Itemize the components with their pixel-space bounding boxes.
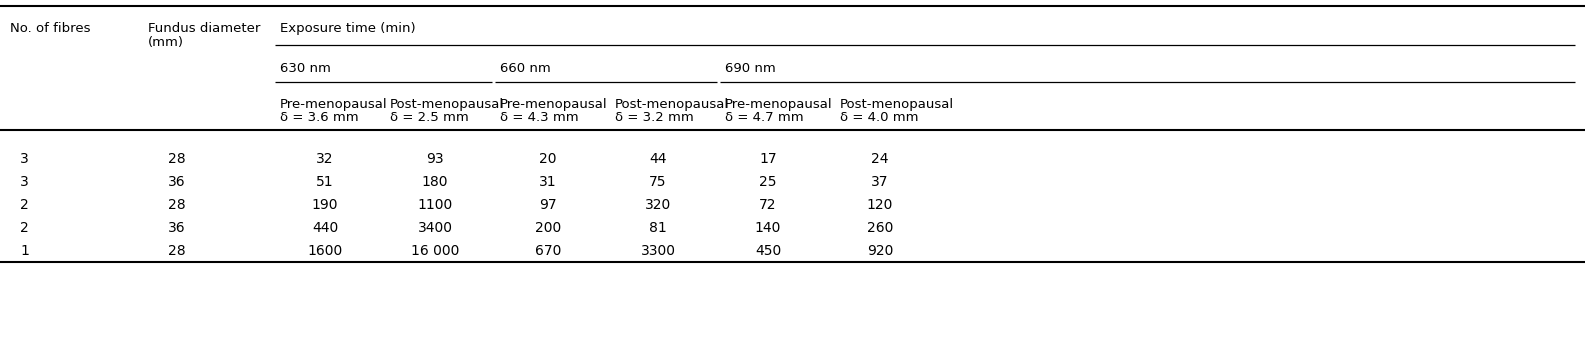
Text: 440: 440 (312, 221, 338, 235)
Text: 1: 1 (21, 244, 29, 258)
Text: (mm): (mm) (147, 36, 184, 49)
Text: 16 000: 16 000 (411, 244, 460, 258)
Text: δ = 4.3 mm: δ = 4.3 mm (499, 111, 579, 124)
Text: Pre-menopausal: Pre-menopausal (499, 98, 607, 111)
Text: 81: 81 (650, 221, 667, 235)
Text: 28: 28 (168, 244, 185, 258)
Text: 120: 120 (867, 198, 894, 212)
Text: Post-menopausal: Post-menopausal (840, 98, 954, 111)
Text: 660 nm: 660 nm (499, 62, 550, 75)
Text: δ = 2.5 mm: δ = 2.5 mm (390, 111, 469, 124)
Text: 630 nm: 630 nm (281, 62, 331, 75)
Text: 670: 670 (534, 244, 561, 258)
Text: 36: 36 (168, 221, 185, 235)
Text: 37: 37 (872, 175, 889, 189)
Text: 1600: 1600 (307, 244, 342, 258)
Text: δ = 4.7 mm: δ = 4.7 mm (724, 111, 804, 124)
Text: 51: 51 (315, 175, 334, 189)
Text: 180: 180 (422, 175, 449, 189)
Text: 190: 190 (312, 198, 338, 212)
Text: 25: 25 (759, 175, 777, 189)
Text: 28: 28 (168, 198, 185, 212)
Text: 24: 24 (872, 152, 889, 166)
Text: 3300: 3300 (640, 244, 675, 258)
Text: 690 nm: 690 nm (724, 62, 775, 75)
Text: Exposure time (min): Exposure time (min) (281, 22, 415, 35)
Text: 20: 20 (539, 152, 556, 166)
Text: No. of fibres: No. of fibres (10, 22, 90, 35)
Text: Pre-menopausal: Pre-menopausal (724, 98, 832, 111)
Text: 260: 260 (867, 221, 894, 235)
Text: 450: 450 (754, 244, 781, 258)
Text: 3: 3 (21, 152, 29, 166)
Text: 200: 200 (534, 221, 561, 235)
Text: 1100: 1100 (417, 198, 453, 212)
Text: 3400: 3400 (417, 221, 452, 235)
Text: 75: 75 (650, 175, 667, 189)
Text: 44: 44 (650, 152, 667, 166)
Text: 17: 17 (759, 152, 777, 166)
Text: Pre-menopausal: Pre-menopausal (281, 98, 388, 111)
Text: 140: 140 (754, 221, 781, 235)
Text: 2: 2 (21, 221, 29, 235)
Text: 3: 3 (21, 175, 29, 189)
Text: δ = 3.2 mm: δ = 3.2 mm (615, 111, 694, 124)
Text: Post-menopausal: Post-menopausal (390, 98, 504, 111)
Text: Post-menopausal: Post-menopausal (615, 98, 729, 111)
Text: δ = 4.0 mm: δ = 4.0 mm (840, 111, 918, 124)
Text: 31: 31 (539, 175, 556, 189)
Text: 72: 72 (759, 198, 777, 212)
Text: 97: 97 (539, 198, 556, 212)
Text: 32: 32 (317, 152, 334, 166)
Text: 920: 920 (867, 244, 894, 258)
Text: 320: 320 (645, 198, 670, 212)
Text: 93: 93 (426, 152, 444, 166)
Text: 36: 36 (168, 175, 185, 189)
Text: δ = 3.6 mm: δ = 3.6 mm (281, 111, 358, 124)
Text: 2: 2 (21, 198, 29, 212)
Text: Fundus diameter: Fundus diameter (147, 22, 260, 35)
Text: 28: 28 (168, 152, 185, 166)
